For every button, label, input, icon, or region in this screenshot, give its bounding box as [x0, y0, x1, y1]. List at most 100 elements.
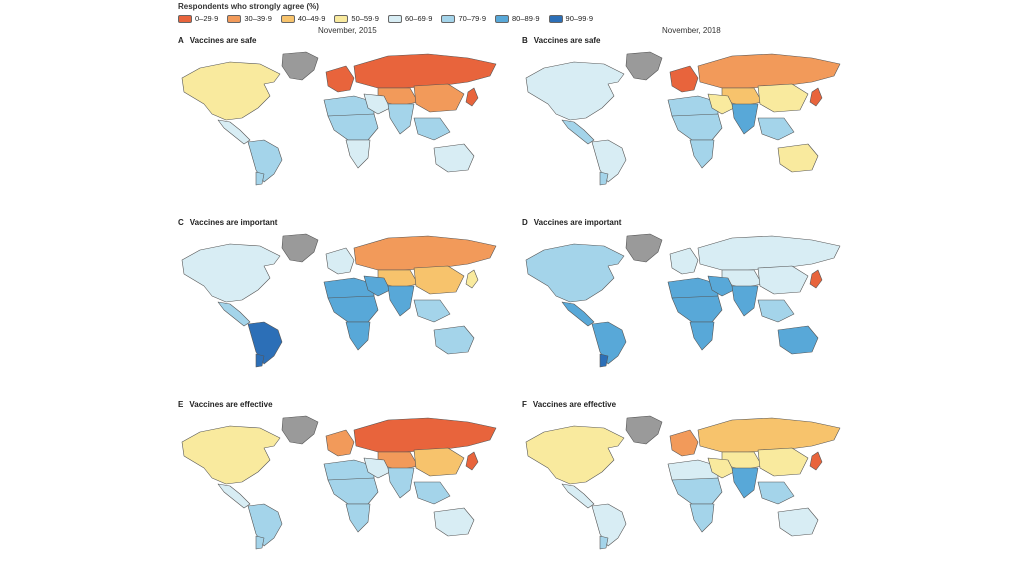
region-russia: [353, 53, 497, 89]
legend-item: 40–49·9: [280, 14, 326, 23]
region-east-asia: [413, 447, 465, 477]
legend-title: Respondents who strongly agree (%): [178, 2, 319, 11]
region-russia: [697, 417, 841, 453]
region-greenland: [281, 51, 319, 81]
map-panel-b: B Vaccines are safe: [522, 36, 848, 186]
region-patagonia: [599, 353, 609, 368]
region-central-africa: [327, 113, 379, 141]
region-japan: [465, 269, 479, 289]
region-southern-africa: [689, 503, 715, 533]
region-russia: [353, 417, 497, 453]
region-south-asia: [387, 467, 415, 499]
region-east-asia: [757, 83, 809, 113]
region-south-america: [591, 321, 627, 365]
region-middle-east: [363, 457, 391, 479]
region-greenland: [625, 415, 663, 445]
legend-label: 90–99·9: [565, 14, 594, 23]
region-southeast-asia: [413, 481, 451, 505]
legend-label: 50–59·9: [351, 14, 379, 23]
region-south-america: [247, 139, 283, 183]
region-middle-east: [363, 93, 391, 115]
legend: Respondents who strongly agree (%) 0–29·…: [178, 2, 593, 23]
region-middle-east: [363, 275, 391, 297]
panel-letter: D: [522, 218, 528, 227]
panel-title: Vaccines are important: [189, 218, 278, 227]
region-australia: [433, 507, 475, 537]
legend-swatch: [178, 14, 192, 23]
region-western-europe: [669, 429, 699, 457]
legend-swatch: [495, 14, 510, 23]
map-panel-d: D Vaccines are important: [522, 218, 848, 368]
legend-swatch: [441, 14, 456, 23]
legend-item: 70–79·9: [441, 14, 486, 23]
region-greenland: [625, 51, 663, 81]
legend-swatch: [334, 14, 349, 23]
legend-item: 50–59·9: [334, 14, 379, 23]
region-east-asia: [413, 265, 465, 295]
legend-item: 80–89·9: [495, 14, 540, 23]
legend-label: 40–49·9: [297, 14, 326, 23]
region-southern-africa: [345, 503, 371, 533]
region-patagonia: [255, 535, 265, 550]
region-southeast-asia: [413, 117, 451, 141]
region-central-africa: [327, 295, 379, 323]
region-middle-east: [707, 275, 735, 297]
region-southeast-asia: [757, 481, 795, 505]
world-map: [525, 415, 841, 550]
region-south-america: [247, 503, 283, 547]
legend-item: 30–39·9: [227, 14, 272, 23]
panel-heading: C Vaccines are important: [178, 218, 277, 227]
region-western-europe: [325, 429, 355, 457]
world-map: [181, 233, 497, 368]
region-russia: [697, 235, 841, 271]
panel-letter: E: [178, 400, 184, 409]
region-south-america: [247, 321, 283, 365]
region-central-america: [217, 483, 251, 509]
region-central-africa: [671, 295, 723, 323]
region-greenland: [281, 415, 319, 445]
region-central-america: [217, 119, 251, 145]
legend-swatch: [280, 14, 295, 23]
map-panel-e: E Vaccines are effective: [178, 400, 504, 550]
panel-heading: E Vaccines are effective: [178, 400, 273, 409]
region-south-asia: [731, 285, 759, 317]
panel-title: Vaccines are effective: [189, 400, 273, 409]
region-east-asia: [413, 83, 465, 113]
region-southern-africa: [689, 139, 715, 169]
region-russia: [353, 235, 497, 271]
region-southern-africa: [345, 321, 371, 351]
region-greenland: [625, 233, 663, 263]
region-east-asia: [757, 265, 809, 295]
panel-letter: A: [178, 36, 184, 45]
region-north-america: [525, 425, 625, 485]
region-central-africa: [671, 477, 723, 505]
panel-heading: F Vaccines are effective: [522, 400, 616, 409]
region-north-america: [181, 425, 281, 485]
region-western-europe: [669, 65, 699, 93]
region-south-asia: [731, 467, 759, 499]
region-patagonia: [255, 353, 265, 368]
world-map: [181, 415, 497, 550]
region-central-africa: [327, 477, 379, 505]
region-australia: [777, 325, 819, 355]
region-greenland: [281, 233, 319, 263]
region-central-america: [561, 301, 595, 327]
world-map: [525, 233, 841, 368]
panel-letter: F: [522, 400, 527, 409]
region-north-america: [181, 243, 281, 303]
world-map: [525, 51, 841, 186]
map-panel-c: C Vaccines are important: [178, 218, 504, 368]
region-western-europe: [325, 247, 355, 275]
region-south-america: [591, 503, 627, 547]
panel-title: Vaccines are effective: [532, 400, 617, 409]
legend-swatch: [387, 14, 402, 23]
region-central-america: [561, 483, 595, 509]
region-central-america: [217, 301, 251, 327]
column-title-2018: November, 2018: [662, 26, 721, 35]
panel-title: Vaccines are safe: [533, 36, 601, 45]
column-title-2015: November, 2015: [318, 26, 377, 35]
legend-label: 60–69·9: [404, 14, 433, 23]
region-south-america: [591, 139, 627, 183]
region-western-europe: [669, 247, 699, 275]
region-japan: [809, 451, 823, 471]
